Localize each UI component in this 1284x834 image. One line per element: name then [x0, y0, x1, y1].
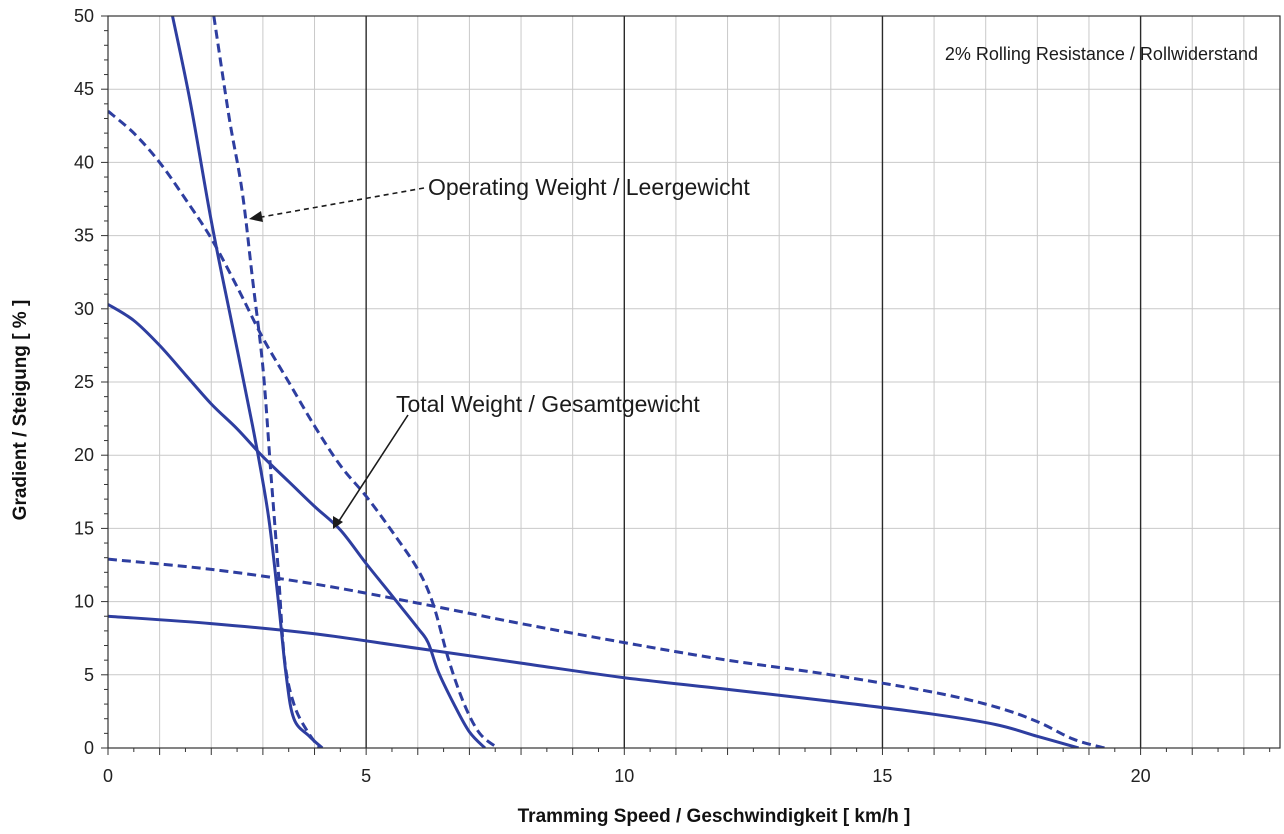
- total-weight-arrowhead: [333, 516, 343, 529]
- minor-gridlines: [108, 16, 1280, 748]
- operating-weight-curve-3: [108, 557, 1105, 748]
- x-tick-label: 20: [1131, 766, 1151, 786]
- major-gridlines: [365, 16, 1142, 748]
- y-tick-label: 30: [74, 299, 94, 319]
- operating-weight-annotation: Operating Weight / Leergewicht: [249, 174, 750, 222]
- series-layer: [108, 16, 1105, 748]
- y-tick-label: 15: [74, 518, 94, 538]
- total-weight-curve-1: [171, 16, 324, 748]
- x-axis-title: Tramming Speed / Geschwindigkeit [ km/h …: [518, 806, 911, 827]
- y-tick-label: 20: [74, 445, 94, 465]
- y-tick-label: 25: [74, 372, 94, 392]
- y-tick-label: 50: [74, 6, 94, 26]
- y-tick-label: 40: [74, 152, 94, 172]
- tick-marks: [101, 15, 1271, 755]
- total-weight-annotation: Total Weight / Gesamtgewicht: [333, 391, 700, 529]
- rolling-resistance-note: 2% Rolling Resistance / Rollwiderstand: [945, 44, 1258, 64]
- x-tick-label: 10: [614, 766, 634, 786]
- operating-weight-label: Operating Weight / Leergewicht: [428, 174, 750, 200]
- y-tick-label: 35: [74, 226, 94, 246]
- operating-weight-arrowhead: [249, 211, 263, 222]
- y-tick-label: 10: [74, 592, 94, 612]
- operating-weight-curve-1: [212, 16, 321, 748]
- tick-labels: 0 5 10 15 20 0 5 10 15 20 25 30 35 40 45 50: [74, 6, 1151, 786]
- operating-weight-leader: [255, 187, 425, 219]
- y-tick-label: 5: [84, 665, 94, 685]
- total-weight-label: Total Weight / Gesamtgewicht: [396, 391, 700, 417]
- total-weight-leader: [336, 414, 409, 525]
- x-tick-label: 15: [872, 766, 892, 786]
- x-tick-label: 0: [103, 766, 113, 786]
- y-tick-label: 45: [74, 79, 94, 99]
- y-tick-label: 0: [84, 738, 94, 758]
- operating-weight-curve-2: [108, 110, 499, 748]
- total-weight-curve-2: [108, 303, 486, 748]
- x-tick-label: 5: [361, 766, 371, 786]
- total-weight-curve-3: [108, 614, 1080, 748]
- y-axis-title: Gradient / Steigung [ % ]: [10, 300, 31, 521]
